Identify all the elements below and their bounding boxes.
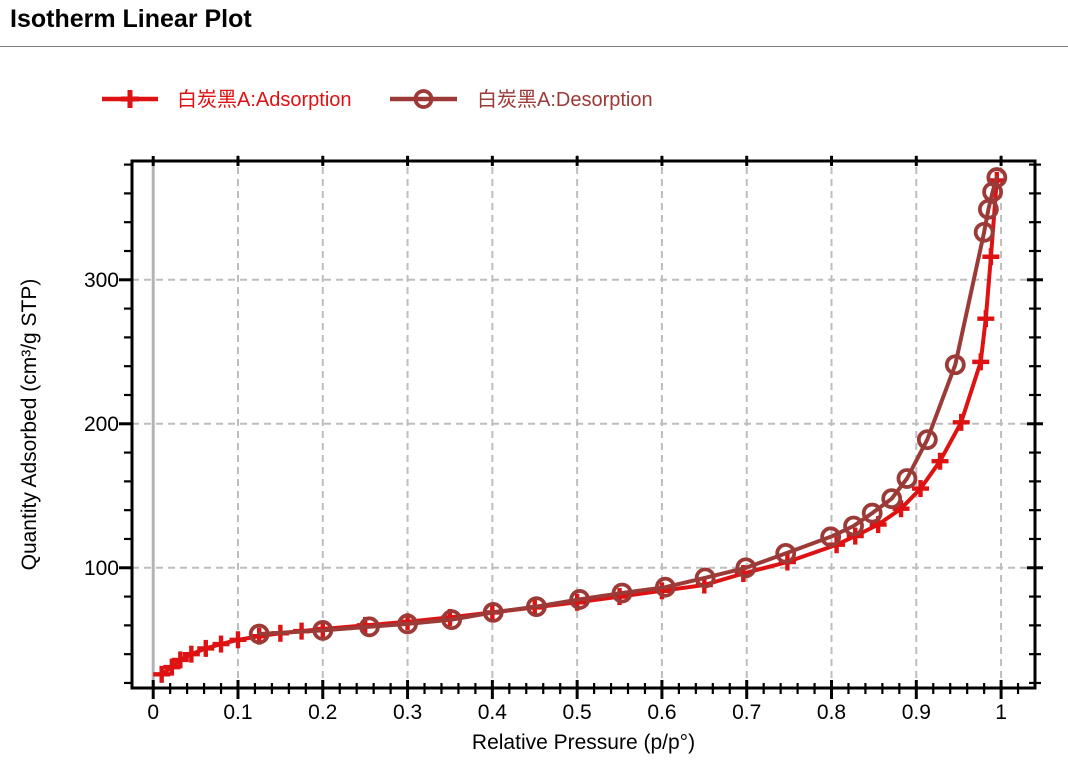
y-tick-label: 200 xyxy=(84,413,119,436)
plot-frame xyxy=(130,159,1037,690)
plot-ticks xyxy=(119,156,1043,699)
legend-item-adsorption: 白炭黑A:Adsorption xyxy=(102,88,352,111)
x-tick-label: 0.9 xyxy=(902,701,931,724)
x-tick-label: 0.6 xyxy=(647,701,676,724)
y-axis-title: Quantity Adsorbed (cm³/g STP) xyxy=(18,279,41,571)
x-tick-label: 0.1 xyxy=(223,701,252,724)
x-tick-label: 0.8 xyxy=(817,701,846,724)
x-tick-label: 0.2 xyxy=(308,701,337,724)
x-tick-label: 0.7 xyxy=(732,701,761,724)
legend-label-desorption: 白炭黑A:Desorption xyxy=(477,88,653,111)
x-tick-label: 0 xyxy=(147,701,159,724)
page-title: Isotherm Linear Plot xyxy=(10,5,252,33)
x-tick-label: 0.3 xyxy=(393,701,422,724)
x-tick-label: 0.5 xyxy=(563,701,592,724)
x-tick-label: 0.4 xyxy=(478,701,508,724)
circle-marker-icon xyxy=(413,89,434,109)
y-tick-label: 100 xyxy=(84,557,119,580)
x-axis-title: Relative Pressure (p/p°) xyxy=(472,731,695,754)
title-divider xyxy=(0,46,1068,47)
legend-label-adsorption: 白炭黑A:Adsorption xyxy=(177,88,352,111)
y-tick-label: 300 xyxy=(84,269,119,292)
x-tick-label: 1 xyxy=(995,701,1007,724)
desorption-curve xyxy=(257,175,999,636)
axis-labels: 0 0.1 0.2 0.3 0.4 0.5 0.6 0.7 0.8 0.9 1 100 200 300 Re… xyxy=(18,269,1007,754)
desorption-series xyxy=(248,167,1008,645)
desorption-markers xyxy=(248,167,1008,645)
legend-item-desorption: 白炭黑A:Desorption xyxy=(390,88,653,111)
legend: 白炭黑A:Adsorption 白炭黑A:Desorption xyxy=(102,88,653,111)
